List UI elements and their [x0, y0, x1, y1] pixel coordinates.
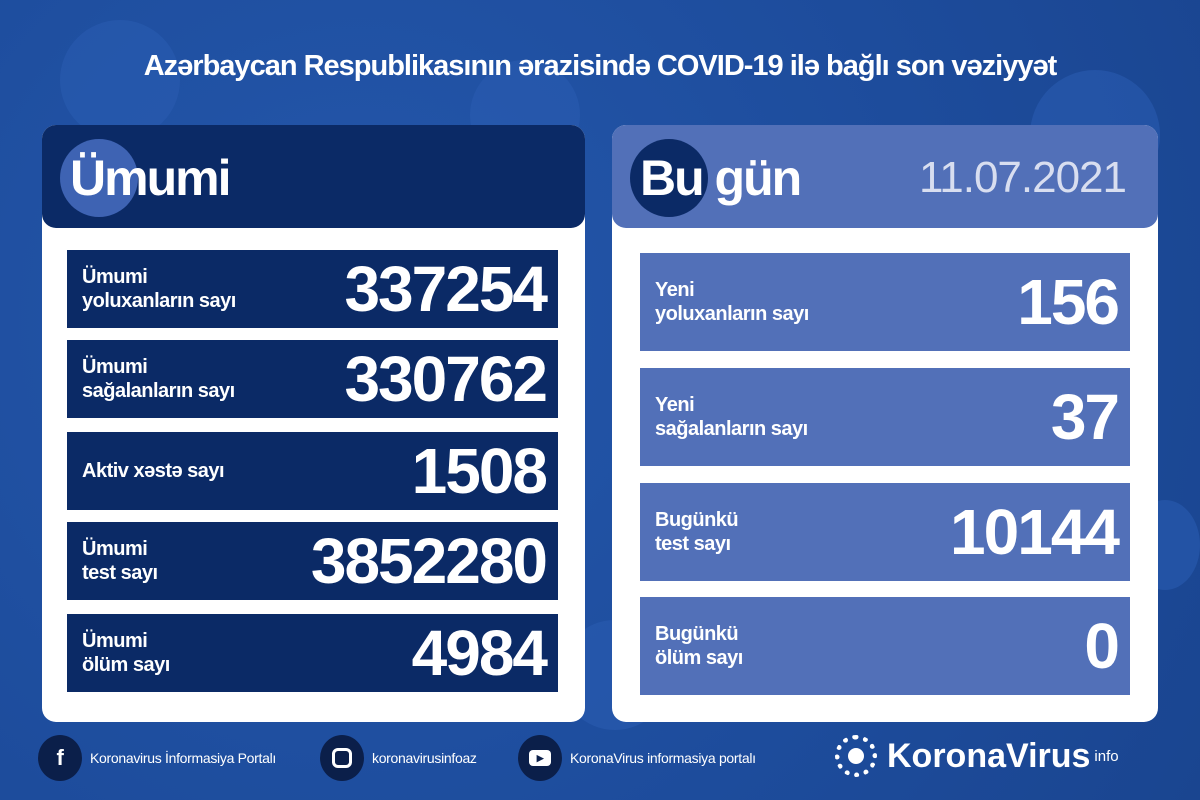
virus-icon	[630, 139, 708, 217]
footer: f Koronavirus İnformasiya Portalı korona…	[0, 735, 1200, 785]
stat-row-active: Aktiv xəstə sayı 1508	[67, 432, 558, 510]
virus-icon	[60, 139, 138, 217]
instagram-link[interactable]: koronavirusinfoaz	[320, 735, 477, 781]
stat-row-total-tests: Ümumi test sayı 3852280	[67, 522, 558, 600]
koronavirus-logo: KoronaVirus info	[835, 735, 1119, 777]
instagram-icon	[320, 735, 364, 781]
stat-row-total-recovered: Ümumi sağalanların sayı 330762	[67, 340, 558, 418]
today-heading: Bu gün	[640, 150, 802, 206]
total-header: Ümumi	[42, 125, 585, 228]
page-title: Azərbaycan Respublikasının ərazisində CO…	[143, 50, 1058, 82]
virus-decoration	[60, 20, 180, 140]
today-date: 11.07.2021	[919, 153, 1127, 202]
stat-row-today-tests: Bugünkü test sayı 10144	[640, 483, 1130, 581]
youtube-icon: ▶	[518, 735, 562, 781]
facebook-link[interactable]: f Koronavirus İnformasiya Portalı	[38, 735, 276, 781]
stat-row-total-cases: Ümumi yoluxanların sayı 337254	[67, 250, 558, 328]
today-header: Bu gün 11.07.2021	[612, 125, 1158, 228]
facebook-icon: f	[38, 735, 82, 781]
youtube-link[interactable]: ▶ KoronaVirus informasiya portalı	[518, 735, 756, 781]
stat-row-today-deaths: Bugünkü ölüm sayı 0	[640, 597, 1130, 695]
sun-logo-icon	[835, 735, 877, 777]
stat-row-total-deaths: Ümumi ölüm sayı 4984	[67, 614, 558, 692]
total-card: Ümumi Ümumi yoluxanların sayı 337254 Ümum…	[42, 125, 585, 722]
stat-row-new-cases: Yeni yoluxanların sayı 156	[640, 253, 1130, 351]
stat-row-new-recovered: Yeni sağalanların sayı 37	[640, 368, 1130, 466]
today-card: Bu gün 11.07.2021 Yeni yoluxanların sayı …	[612, 125, 1158, 722]
total-heading: Ümumi	[70, 150, 231, 206]
